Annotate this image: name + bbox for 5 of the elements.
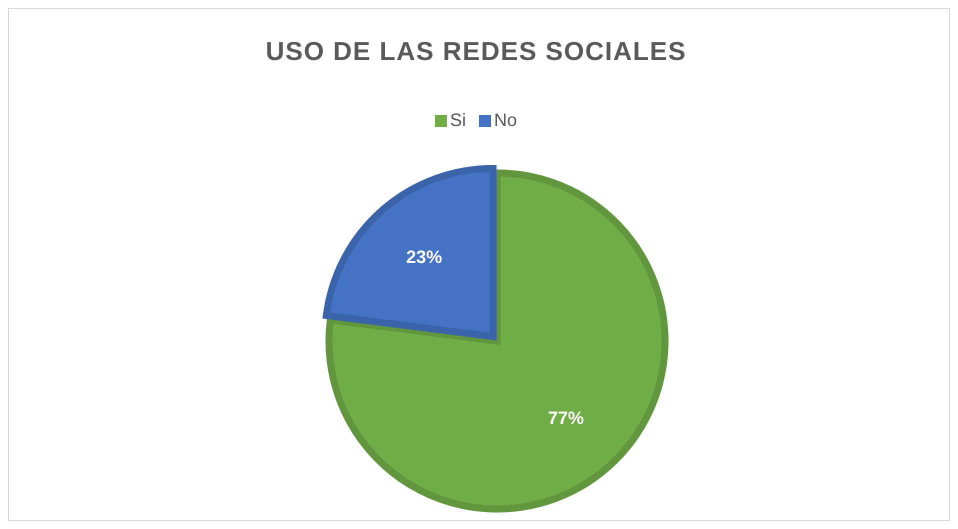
legend-label: No xyxy=(494,110,518,130)
data-label: 77% xyxy=(548,408,584,428)
legend-label: Si xyxy=(450,110,466,130)
chart-title: USO DE LAS REDES SOCIALES xyxy=(266,36,686,66)
data-label: 23% xyxy=(406,247,442,268)
